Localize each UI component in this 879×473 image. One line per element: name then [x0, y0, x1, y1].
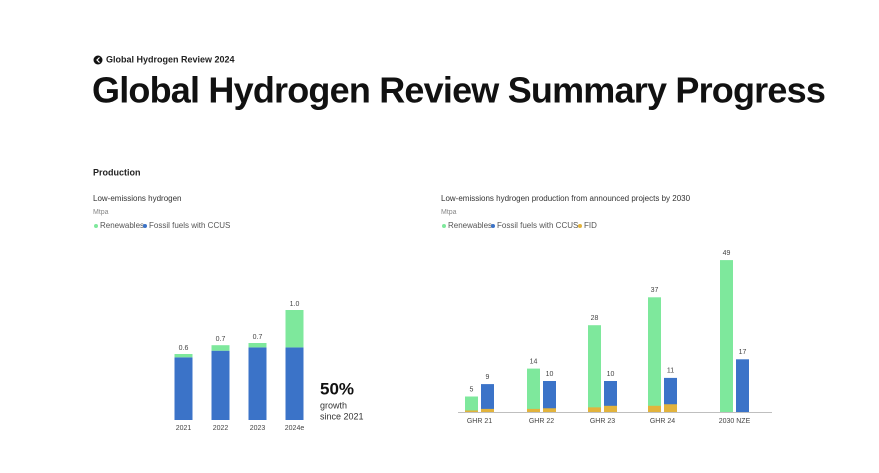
bar [465, 396, 478, 412]
bar-segment [248, 343, 267, 348]
bar [736, 359, 749, 412]
stat-text: growth [320, 400, 347, 410]
fid-bar [664, 404, 677, 412]
legend-label: Fossil fuels with CCUS [497, 221, 578, 230]
value-label: 9 [486, 374, 490, 381]
back-arrow [96, 57, 100, 63]
bar [588, 325, 601, 412]
bar-segment [248, 347, 267, 420]
x-tick-label: 2022 [213, 425, 229, 432]
legend-marker [143, 224, 147, 228]
total-label: 1.0 [290, 301, 300, 308]
fid-bar [604, 405, 617, 412]
section-title: Production [93, 167, 141, 177]
bar [648, 297, 661, 412]
fid-bar [465, 410, 478, 412]
bar [527, 368, 540, 412]
value-label: 17 [739, 349, 747, 356]
fid-bar [543, 408, 556, 412]
bar [604, 381, 617, 412]
legend-label: Renewables [100, 221, 144, 230]
chart-title: Low-emissions hydrogen [93, 194, 182, 203]
x-tick-label: GHR 24 [650, 418, 675, 425]
bar [664, 377, 677, 412]
fid-bar [648, 405, 661, 412]
value-label: 14 [530, 358, 538, 365]
fid-bar [481, 408, 494, 412]
value-label: 10 [546, 371, 554, 378]
value-label: 11 [667, 368, 674, 375]
bar-segment [285, 310, 304, 348]
bar [543, 381, 556, 412]
x-tick-label: 2021 [176, 425, 192, 432]
bar-segment [174, 354, 193, 358]
legend-marker [578, 224, 582, 228]
bar-segment [285, 347, 304, 420]
value-label: 37 [651, 287, 659, 294]
chart-title: Low-emissions hydrogen production from a… [441, 194, 691, 203]
legend-label: Renewables [448, 221, 492, 230]
value-label: 49 [723, 250, 731, 257]
legend-marker [94, 224, 98, 228]
x-tick-label: GHR 21 [467, 418, 492, 425]
breadcrumb[interactable]: Global Hydrogen Review 2024 [106, 54, 235, 64]
page-title: Global Hydrogen Review Summary Progress [92, 70, 825, 111]
total-label: 0.7 [216, 336, 226, 343]
unit-label: Mtpa [93, 209, 109, 216]
fid-bar [588, 407, 601, 412]
value-label: 28 [591, 315, 599, 322]
x-tick-label: 2024e [285, 425, 305, 432]
bar-segment [174, 357, 193, 420]
bar [720, 260, 733, 412]
legend-label: Fossil fuels with CCUS [149, 221, 230, 230]
x-tick-label: GHR 23 [590, 418, 615, 425]
stat-value: 50% [320, 379, 354, 398]
x-tick-label: GHR 22 [529, 418, 554, 425]
bar-segment [211, 350, 230, 420]
total-label: 0.6 [179, 345, 189, 352]
stat-text: since 2021 [320, 411, 364, 421]
legend-label: FID [584, 221, 597, 230]
bar [481, 384, 494, 412]
legend-marker [491, 224, 495, 228]
x-tick-label: 2023 [250, 425, 266, 432]
fid-bar [527, 408, 540, 412]
total-label: 0.7 [253, 334, 263, 341]
value-label: 10 [607, 371, 615, 378]
unit-label: Mtpa [441, 209, 457, 216]
legend-marker [442, 224, 446, 228]
value-label: 5 [470, 386, 474, 393]
back-icon[interactable] [93, 55, 103, 65]
bar-segment [211, 345, 230, 351]
x-tick-label: 2030 NZE [719, 418, 751, 425]
